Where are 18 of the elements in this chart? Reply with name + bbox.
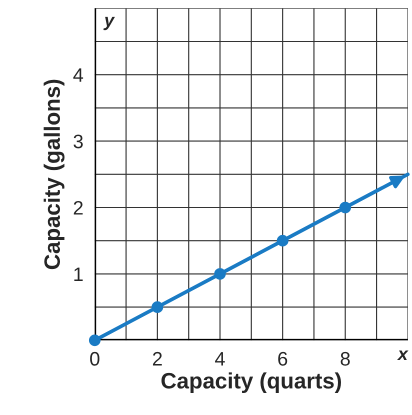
x-tick-label: 2 — [152, 352, 162, 366]
x-tick-label: 0 — [90, 352, 100, 366]
y-tick-label: 1 — [74, 268, 83, 281]
x-axis-title: Capacity (quarts) — [161, 372, 341, 394]
x-tick-label: 4 — [215, 352, 225, 366]
point — [214, 268, 226, 280]
point — [276, 234, 288, 247]
x-tick-label: 8 — [340, 352, 350, 366]
y-tick-label: 2 — [74, 200, 83, 215]
annotation: y — [103, 16, 115, 30]
point — [152, 301, 164, 313]
y-tick-label: 3 — [74, 134, 83, 148]
point — [339, 202, 352, 214]
y-tick-label: 4 — [73, 68, 84, 82]
text: x — [397, 350, 408, 360]
y-axis-title: Capacity (gallons) — [44, 80, 65, 270]
point — [88, 334, 101, 346]
x-tick-label: 6 — [278, 352, 288, 366]
